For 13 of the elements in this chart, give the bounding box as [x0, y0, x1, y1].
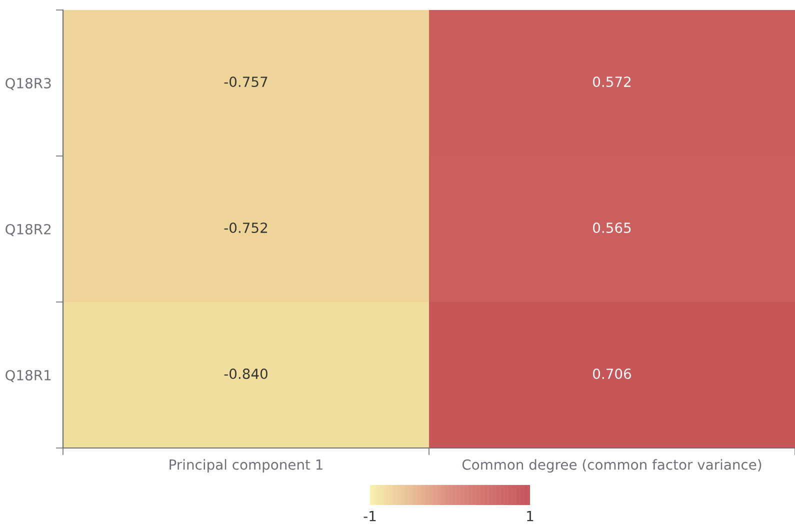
data-label: 0.706: [593, 368, 632, 380]
color-bar-label: -1: [364, 510, 376, 522]
y-tick-label: Q18R2: [6, 224, 50, 236]
y-tick-label: Q18R1: [6, 370, 51, 382]
x-tick-label: Common degree (common factor variance): [462, 459, 762, 473]
color-bar-label: 1: [527, 510, 534, 522]
data-label: -0.752: [224, 222, 267, 234]
data-label: 0.572: [593, 76, 630, 88]
data-label: -0.840: [224, 368, 268, 380]
x-tick-label: Principal component 1: [170, 459, 322, 473]
y-tick-label: Q18R3: [6, 78, 51, 90]
data-label: -0.757: [224, 76, 268, 88]
data-label: 0.565: [593, 222, 631, 234]
